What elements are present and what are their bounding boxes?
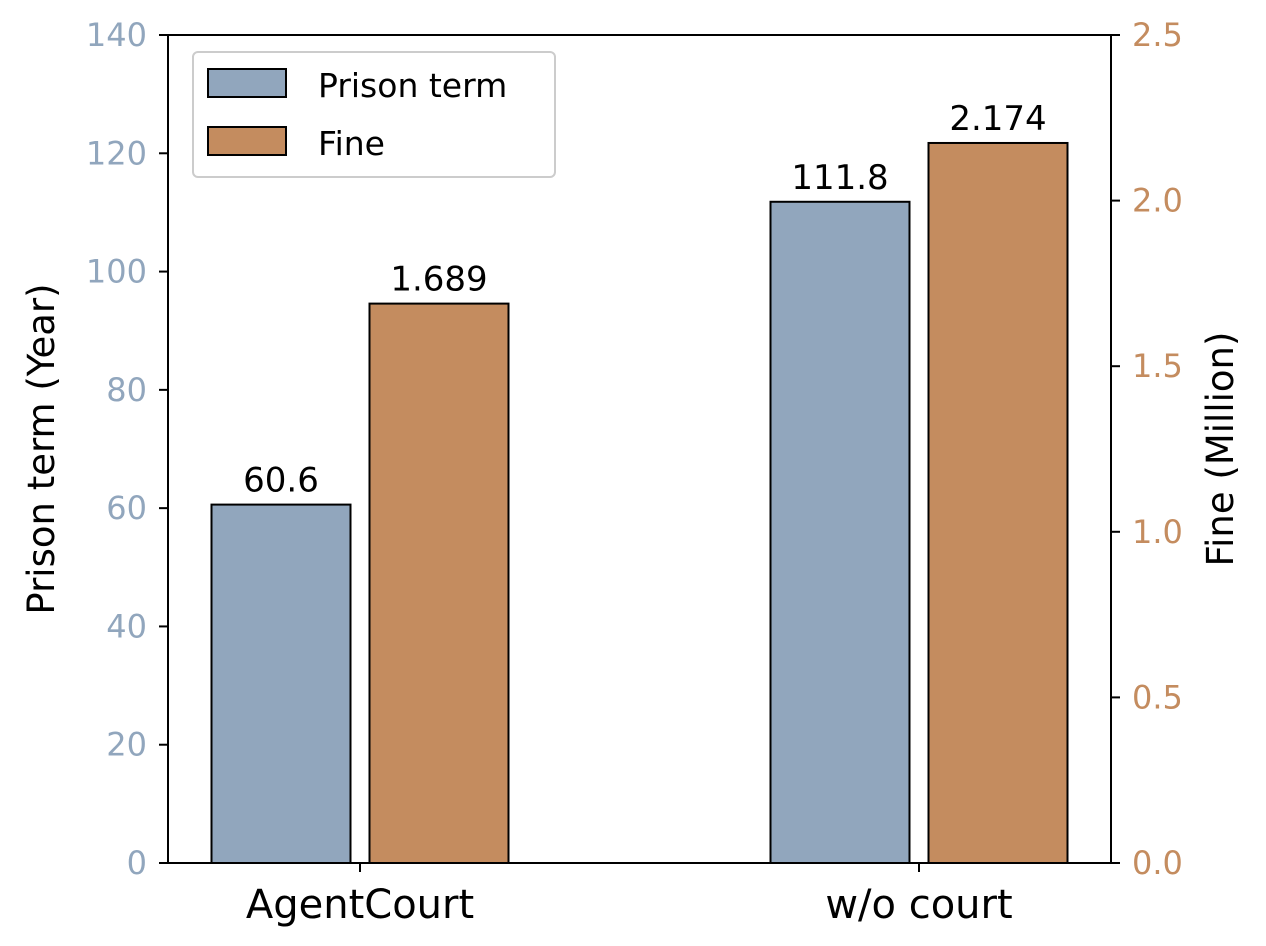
right-tick-label: 1.0 — [1132, 513, 1183, 551]
right-tick-label: 1.5 — [1132, 347, 1183, 385]
left-tick-label: 80 — [106, 371, 147, 409]
left-tick-label: 120 — [86, 134, 147, 172]
right-tick-label: 2.5 — [1132, 16, 1183, 54]
bar-fine-agentcourt — [368, 302, 510, 864]
data-label-fine-w-o-court: 2.174 — [949, 99, 1046, 139]
left-tick-label: 40 — [106, 607, 147, 645]
bar-fine-w-o-court — [927, 141, 1069, 865]
bar-prison-term-agentcourt — [210, 503, 352, 864]
right-tick-label: 0.0 — [1132, 844, 1183, 882]
plot-frame — [167, 34, 1112, 864]
left-axis-title: Prison term (Year) — [20, 283, 63, 614]
left-axis-ticks: 0 20 40 60 80 100 120 140 — [86, 16, 168, 882]
right-axis-title: Fine (Million) — [1199, 332, 1242, 567]
x-axis-ticks: AgentCourt w/o court — [246, 863, 1013, 928]
legend-label-prison-term: Prison term — [318, 66, 507, 105]
right-axis-ticks: 0.0 0.5 1.0 1.5 2.0 2.5 — [1111, 16, 1183, 882]
legend-label-fine: Fine — [318, 124, 385, 163]
legend-swatch-prison-term — [207, 68, 287, 98]
left-tick-label: 60 — [106, 489, 147, 527]
left-tick-label: 100 — [86, 253, 147, 291]
left-tick-label: 140 — [86, 16, 147, 54]
legend-swatch-fine — [207, 126, 287, 156]
x-tick-label-agentcourt: AgentCourt — [246, 882, 474, 928]
data-label-prison-term-agentcourt: 60.6 — [243, 461, 319, 501]
left-tick-label: 0 — [127, 844, 147, 882]
left-tick-label: 20 — [106, 726, 147, 764]
bar-prison-term-w-o-court — [769, 200, 911, 865]
bars-group — [210, 141, 1069, 865]
data-label-fine-agentcourt: 1.689 — [390, 260, 487, 300]
right-tick-label: 2.0 — [1132, 182, 1183, 220]
data-labels-group: 60.6 111.8 1.689 2.174 — [243, 99, 1047, 501]
right-tick-label: 0.5 — [1132, 678, 1183, 716]
data-label-prison-term-w-o-court: 111.8 — [791, 158, 888, 198]
x-tick-label-w-o-court: w/o court — [825, 882, 1012, 928]
legend: Prison term Fine — [192, 51, 556, 178]
